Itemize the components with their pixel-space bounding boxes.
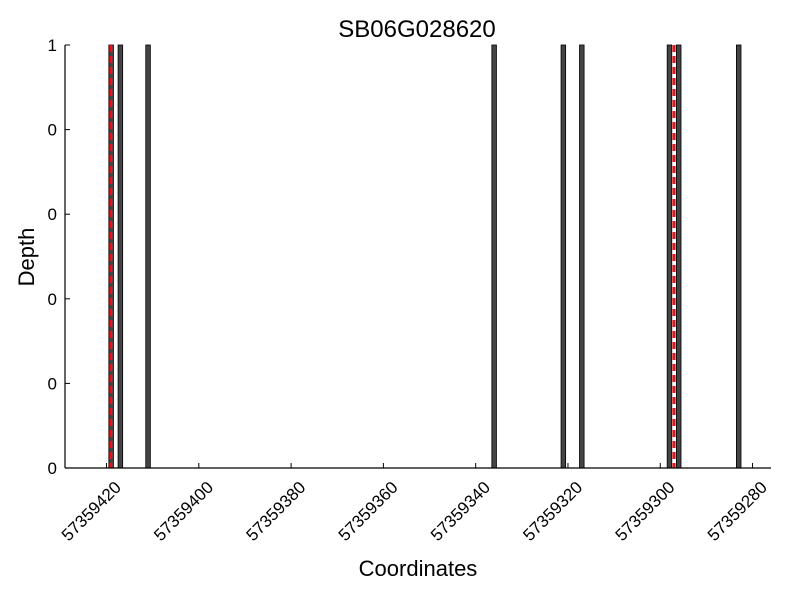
chart-title: SB06G028620: [338, 16, 495, 43]
x-tick-label-7: 57359280: [704, 478, 771, 545]
x-axis-label: Coordinates: [359, 556, 478, 581]
y-tick-label-3: 0: [48, 205, 57, 224]
bar-8: [736, 44, 742, 469]
bar-5: [579, 44, 585, 469]
x-tick-label-1: 57359400: [150, 478, 217, 545]
bar-3: [491, 44, 497, 469]
bar-2: [145, 44, 151, 469]
x-ticks: 57359420 57359400 57359380 57359360 57359340…: [58, 463, 771, 545]
x-tick-label-2: 57359380: [242, 478, 309, 545]
y-tick-label-4: 0: [48, 121, 57, 140]
bars-layer: [108, 44, 742, 469]
y-tick-label-0: 0: [48, 459, 57, 478]
x-tick-label-3: 57359360: [335, 478, 402, 545]
markers-layer: [109, 45, 676, 468]
y-tick-label-1: 0: [48, 374, 57, 393]
bar-6: [666, 44, 673, 469]
y-tick-label-5: 1: [48, 36, 57, 55]
x-tick-label-6: 57359300: [612, 478, 679, 545]
x-tick-label-4: 57359340: [427, 478, 494, 545]
x-tick-label-5: 57359320: [519, 478, 586, 545]
bar-4: [560, 44, 567, 469]
y-ticks: 0 0 0 0 0 1: [48, 36, 70, 478]
axes: [64, 45, 771, 469]
y-axis-label: Depth: [14, 228, 39, 287]
y-tick-label-2: 0: [48, 290, 57, 309]
x-tick-label-0: 57359420: [58, 478, 125, 545]
bar-1: [117, 44, 124, 469]
bar-7: [676, 44, 682, 469]
